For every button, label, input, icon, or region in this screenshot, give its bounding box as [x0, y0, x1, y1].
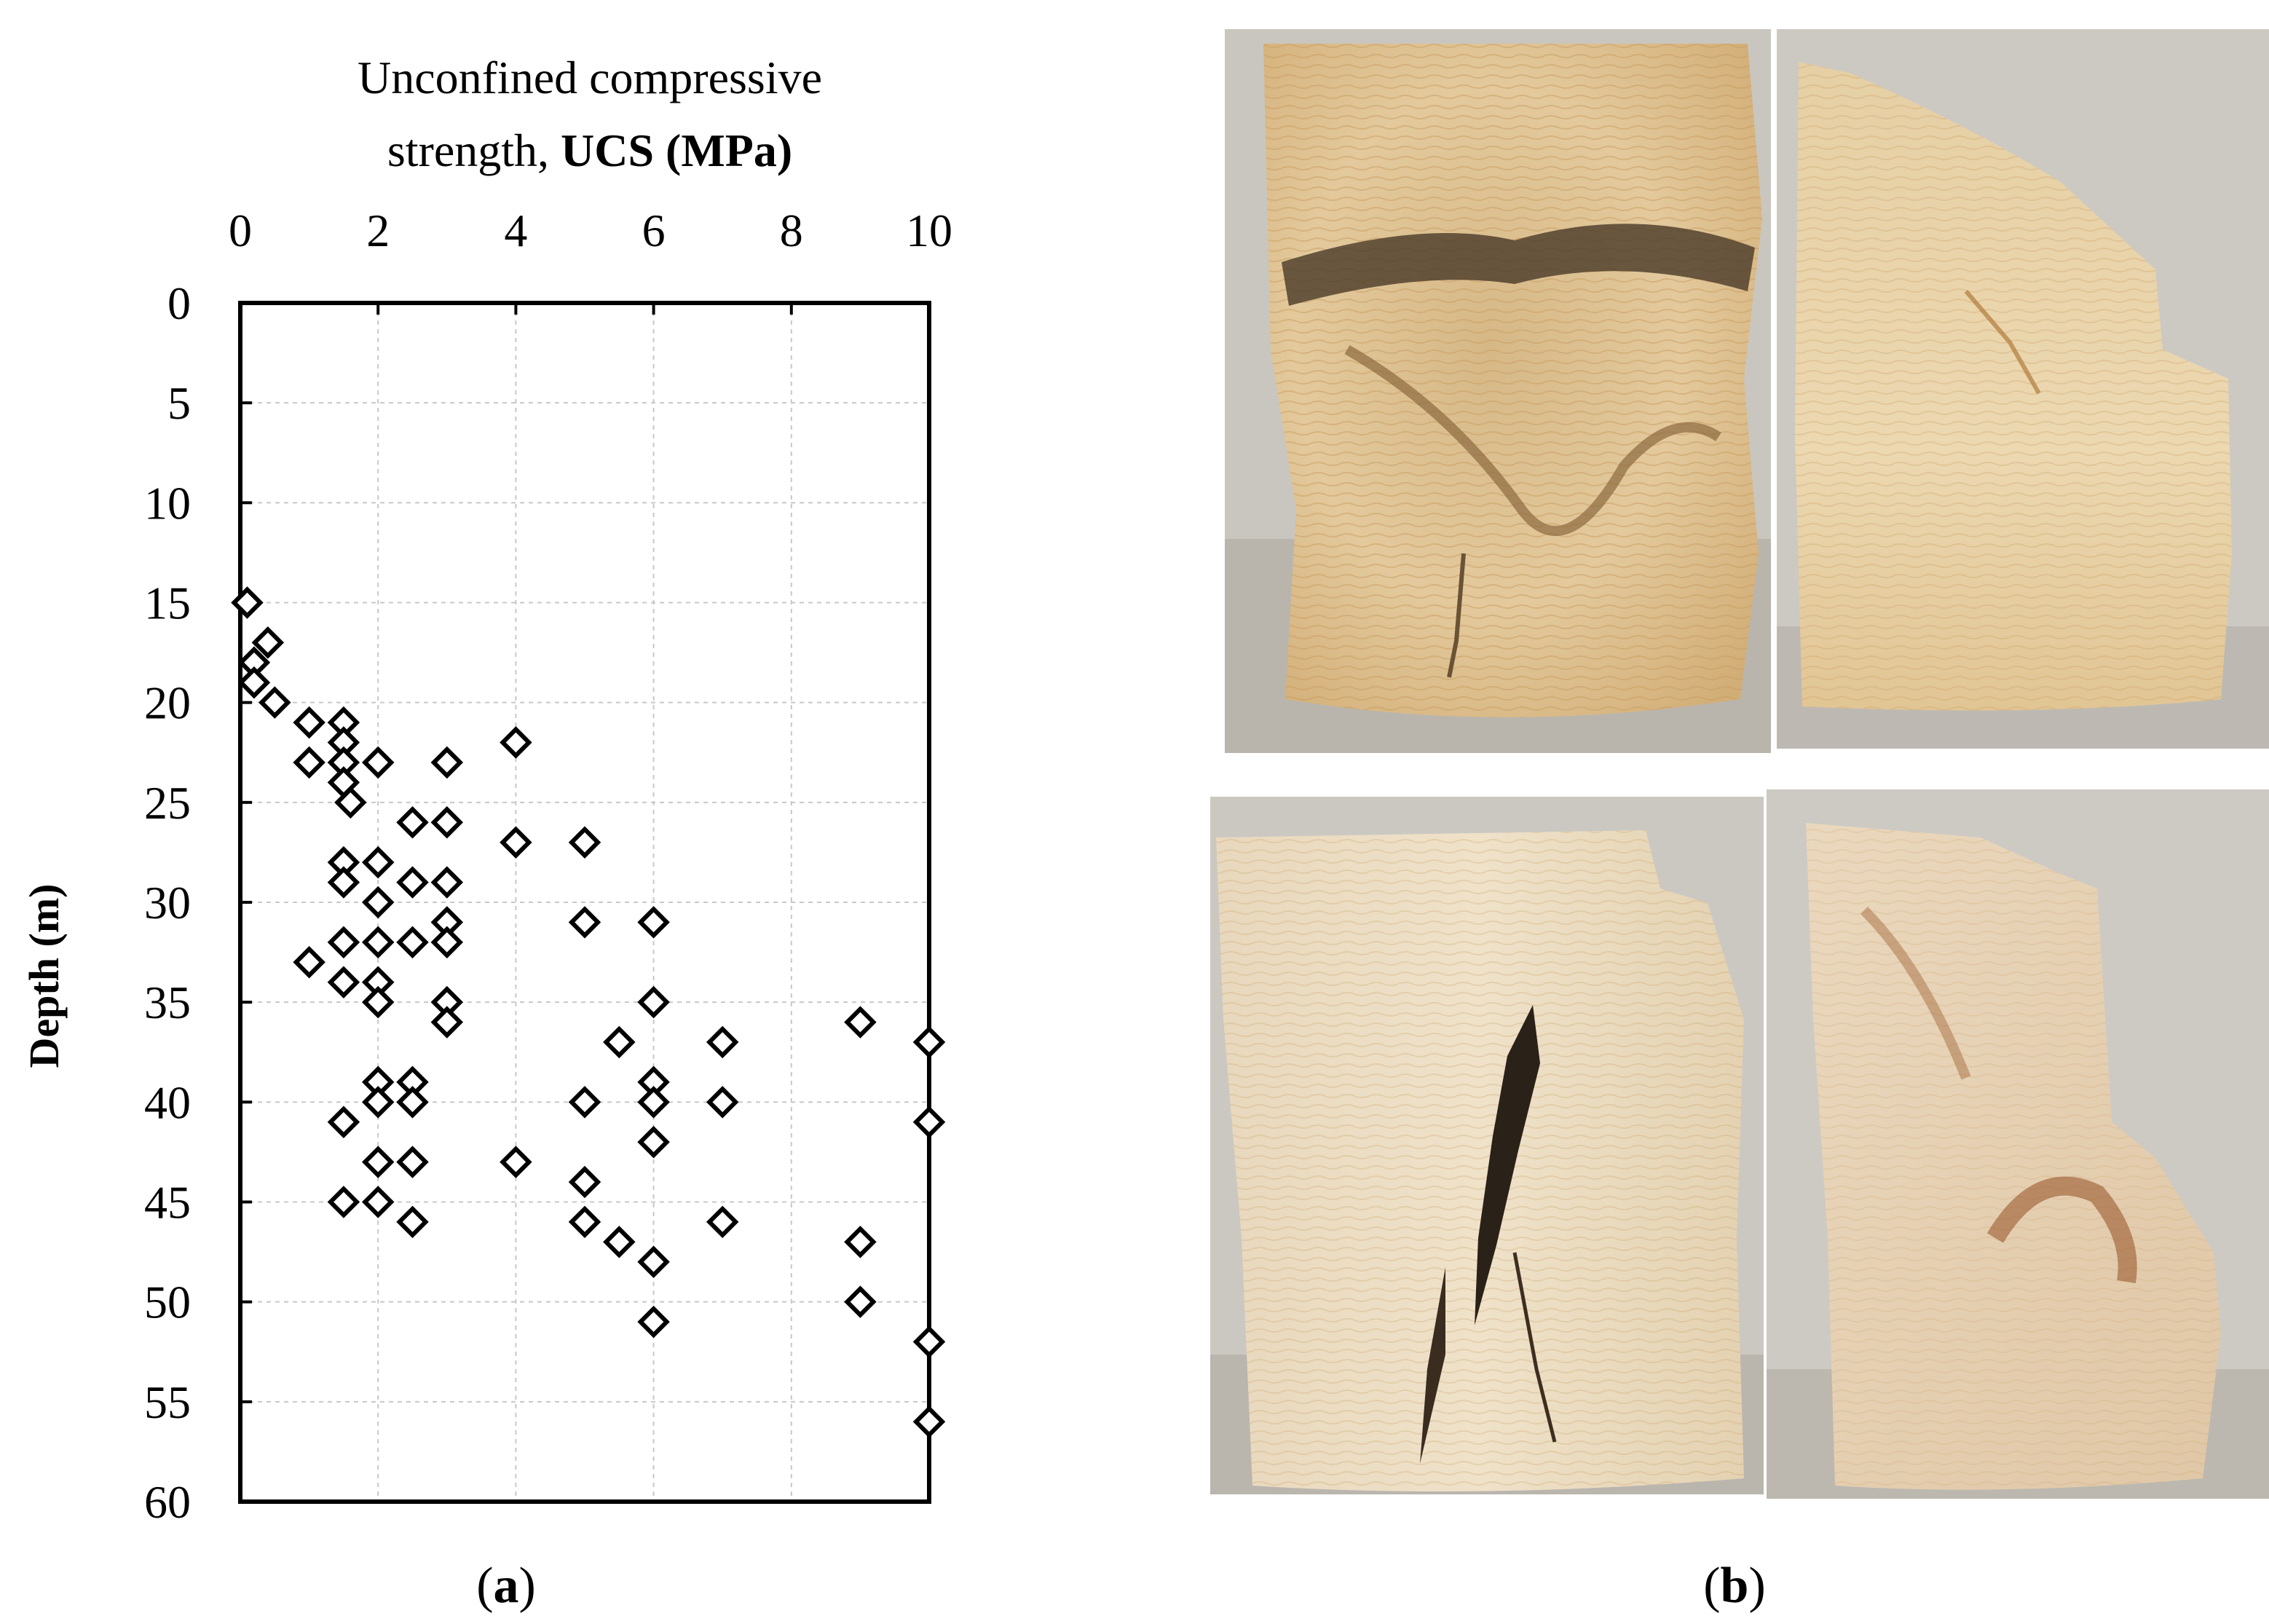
data-point	[231, 586, 264, 619]
y-tick-label: 5	[167, 377, 191, 429]
data-point	[251, 626, 285, 659]
data-point	[334, 786, 367, 819]
data-point	[327, 926, 360, 959]
data-point	[361, 845, 395, 879]
data-point	[396, 926, 429, 959]
data-point	[327, 1105, 360, 1139]
data-point	[396, 806, 429, 839]
y-tick-label: 45	[144, 1177, 191, 1229]
x-tick-label: 10	[906, 205, 952, 256]
data-point	[293, 706, 325, 739]
data-point	[912, 1406, 946, 1438]
x-tick-label: 2	[366, 205, 390, 256]
data-point	[706, 1205, 739, 1239]
data-point	[568, 1205, 601, 1239]
specimen-photo-top-left	[1225, 29, 1771, 753]
data-point	[361, 1186, 395, 1218]
data-point	[500, 826, 532, 859]
photo-panel: (b)	[1210, 29, 2269, 1614]
data-point	[361, 926, 395, 959]
data-point	[237, 666, 271, 699]
y-tick-label: 20	[144, 677, 191, 729]
y-tick-label: 30	[144, 877, 191, 929]
chart-title-line1: Unconfined compressive	[358, 52, 822, 103]
x-tick-label: 4	[504, 205, 527, 256]
data-point	[637, 1086, 670, 1119]
data-point	[361, 886, 395, 919]
y-tick-label: 55	[144, 1376, 191, 1428]
y-tick-labels: 0 5 10 15 20 25 30 35 40 45 50 55 60	[144, 277, 191, 1528]
data-point	[361, 746, 395, 779]
data-point	[844, 1226, 877, 1258]
y-tick-label: 35	[144, 977, 191, 1028]
chart-title-bold: UCS (MPa)	[561, 125, 792, 176]
data-point	[430, 866, 464, 899]
specimen-photo-bottom-right	[1767, 789, 2269, 1499]
data-point	[603, 1025, 636, 1059]
data-point	[396, 1205, 429, 1239]
data-point	[327, 866, 360, 899]
y-tick-label: 40	[144, 1076, 191, 1128]
y-tick-label: 25	[144, 777, 191, 829]
y-tick-label: 10	[144, 477, 191, 529]
data-point	[568, 1165, 601, 1199]
data-point	[293, 946, 325, 979]
data-point	[912, 1325, 946, 1358]
chart-title-plain: strength,	[387, 125, 561, 176]
x-tick-label: 6	[642, 205, 666, 256]
chart-title-line2: strength, UCS (MPa)	[387, 125, 792, 176]
data-point	[912, 1105, 946, 1139]
data-point	[637, 985, 670, 1019]
x-tick-labels: 0 2 4 6 8 10	[229, 205, 952, 256]
data-point	[706, 1086, 739, 1119]
chart-panel: Unconfined compressive strength, UCS (MP…	[20, 52, 952, 1614]
data-point	[396, 866, 429, 899]
y-tick-label: 60	[144, 1476, 191, 1528]
data-point	[568, 826, 601, 859]
y-tick-label: 15	[144, 578, 191, 629]
data-points	[231, 586, 946, 1438]
data-point	[603, 1226, 636, 1258]
data-point	[361, 1146, 395, 1178]
data-point	[293, 746, 325, 779]
grid-lines	[240, 303, 929, 1502]
y-tick-label: 0	[167, 277, 191, 329]
panel-b-caption: (b)	[1703, 1558, 1766, 1614]
y-tick-label: 50	[144, 1277, 191, 1328]
data-point	[430, 926, 464, 959]
data-point	[430, 1006, 464, 1038]
data-point	[327, 1186, 360, 1218]
data-point	[637, 1305, 670, 1339]
data-point	[844, 1285, 877, 1318]
y-axis-label: Depth (m)	[20, 884, 68, 1068]
data-point	[637, 906, 670, 939]
panel-a-letter: a	[494, 1558, 519, 1614]
data-point	[361, 1086, 395, 1119]
data-point	[706, 1025, 739, 1059]
data-point	[844, 1006, 877, 1038]
data-point	[500, 726, 532, 759]
x-tick-label: 8	[780, 205, 803, 256]
data-point	[637, 1245, 670, 1279]
panel-a-caption: (a)	[476, 1558, 536, 1614]
x-tick-label: 0	[229, 205, 252, 256]
data-point	[327, 966, 360, 998]
data-point	[430, 746, 464, 779]
panel-b-letter: b	[1721, 1558, 1749, 1614]
data-point	[430, 806, 464, 839]
axis-ticks	[239, 301, 931, 1503]
data-point	[568, 906, 601, 939]
data-point	[637, 1125, 670, 1159]
data-point	[912, 1025, 946, 1059]
data-point	[396, 1086, 429, 1119]
specimen-photo-top-right	[1777, 29, 2269, 749]
data-point	[259, 686, 291, 719]
data-point	[396, 1146, 429, 1178]
data-point	[500, 1146, 532, 1178]
data-point	[568, 1086, 601, 1119]
data-point	[361, 985, 395, 1019]
specimen-photo-bottom-left	[1210, 797, 1764, 1494]
